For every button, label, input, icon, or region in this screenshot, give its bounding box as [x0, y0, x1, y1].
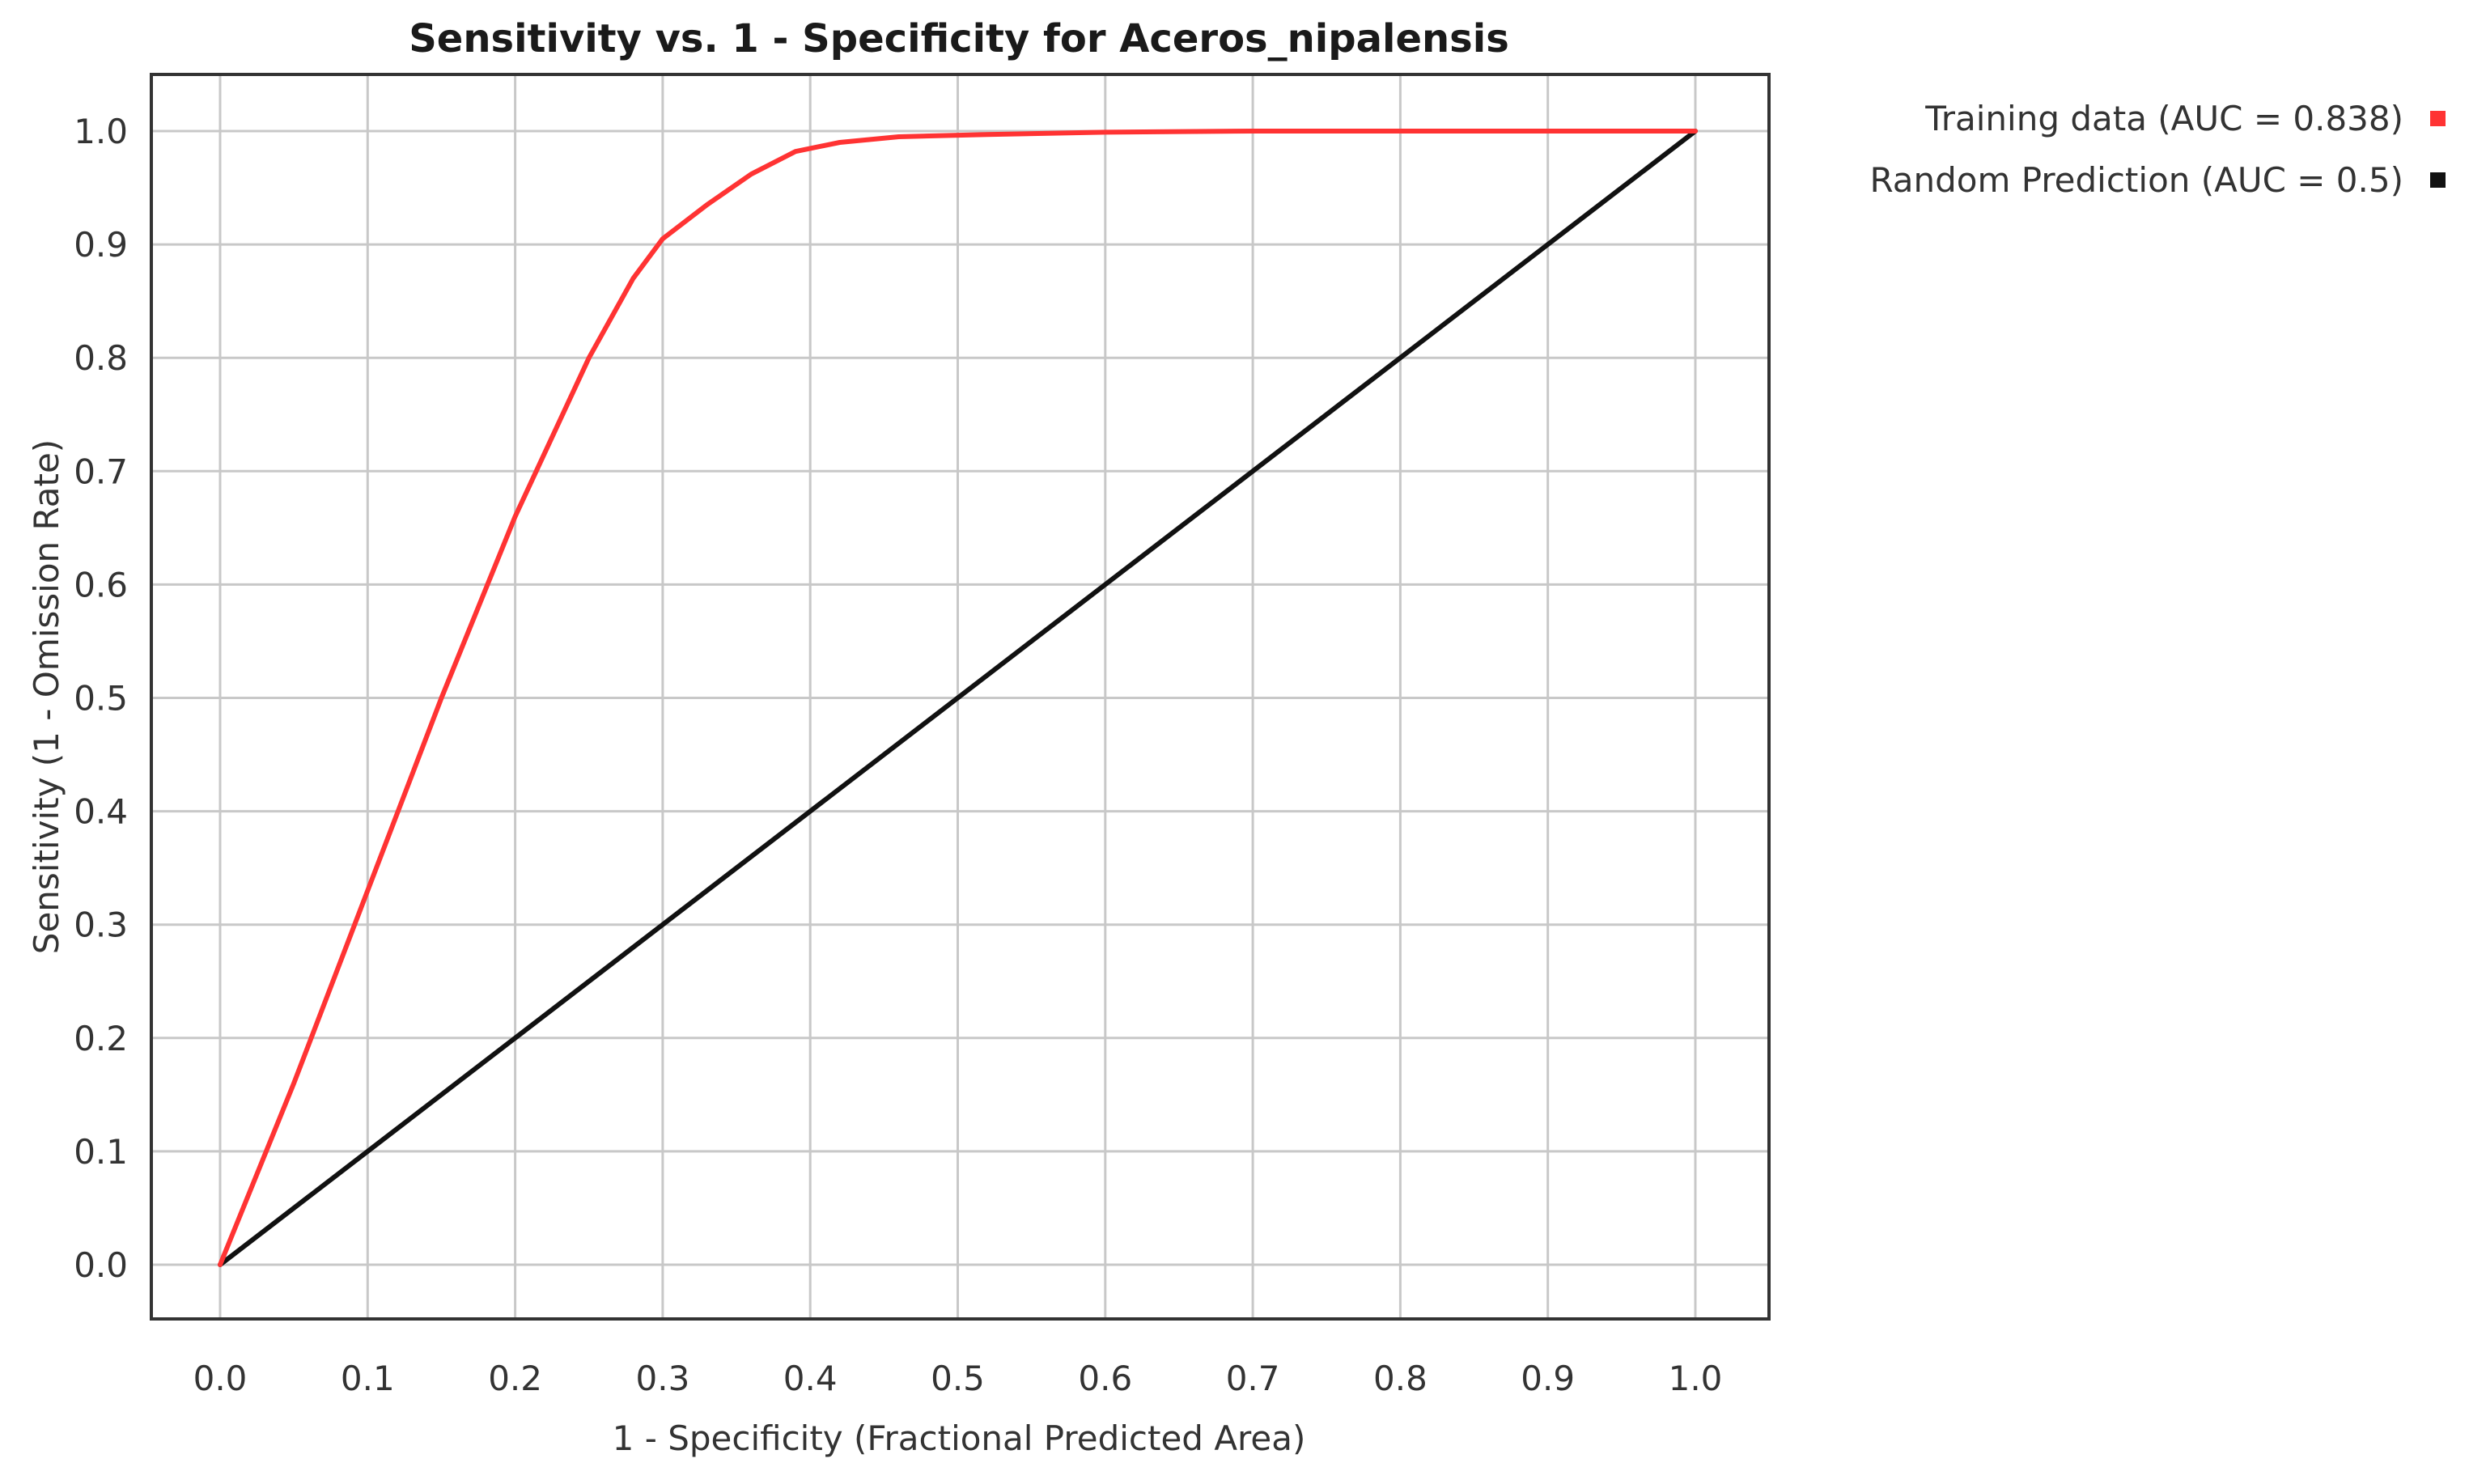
plot-area	[150, 73, 1771, 1321]
series-lines	[218, 129, 1698, 1267]
y-tick-label: 0.2	[74, 1019, 128, 1058]
x-tick-label: 0.2	[488, 1359, 542, 1398]
y-tick-label: 0.9	[74, 225, 128, 265]
legend-random-label: Random Prediction (AUC = 0.5)	[1870, 160, 2404, 200]
x-tick-label: 0.6	[1078, 1359, 1132, 1398]
y-tick-label: 1.0	[74, 112, 128, 151]
x-tick-label: 0.3	[636, 1359, 690, 1398]
legend-training-entry: Training data (AUC = 0.838)	[1924, 99, 2446, 138]
y-tick-label: 0.4	[74, 792, 128, 832]
y-tick-label: 0.8	[74, 338, 128, 378]
y-tick-label: 0.3	[74, 905, 128, 945]
x-axis-ticks: 0.0 0.1 0.2 0.3 0.4 0.5 0.6 0.7 0.8 0.9 1.0	[193, 1359, 1723, 1398]
x-axis-label: 1 - Specificity (Fractional Predicted Ar…	[613, 1418, 1306, 1458]
legend-training-label: Training data (AUC = 0.838)	[1924, 99, 2403, 138]
y-tick-label: 0.1	[74, 1132, 128, 1172]
x-tick-label: 0.0	[193, 1359, 248, 1398]
legend: Training data (AUC = 0.838) Random Predic…	[1870, 99, 2446, 200]
legend-training-swatch	[2430, 111, 2446, 126]
y-tick-label: 0.5	[74, 679, 128, 719]
y-axis-label: Sensitivity (1 - Omission Rate)	[27, 439, 66, 954]
x-tick-label: 0.8	[1373, 1359, 1428, 1398]
training-roc-line	[218, 129, 1698, 1267]
chart-title: Sensitivity vs. 1 - Specificity for Acer…	[409, 16, 1509, 61]
x-tick-label: 0.9	[1521, 1359, 1575, 1398]
y-tick-label: 0.0	[74, 1245, 128, 1285]
legend-random-swatch	[2430, 172, 2446, 188]
grid-lines	[153, 76, 1767, 1317]
x-tick-label: 0.7	[1226, 1359, 1280, 1398]
x-tick-label: 0.5	[931, 1359, 985, 1398]
x-tick-label: 0.1	[341, 1359, 395, 1398]
x-tick-label: 0.4	[783, 1359, 838, 1398]
y-tick-label: 0.7	[74, 452, 128, 491]
y-axis-ticks: 0.0 0.1 0.2 0.3 0.4 0.5 0.6 0.7 0.8 0.9 1.0	[74, 112, 128, 1285]
x-tick-label: 1.0	[1669, 1359, 1723, 1398]
random-prediction-line	[218, 129, 1698, 1267]
y-tick-label: 0.6	[74, 565, 128, 604]
legend-random-entry: Random Prediction (AUC = 0.5)	[1870, 160, 2446, 200]
